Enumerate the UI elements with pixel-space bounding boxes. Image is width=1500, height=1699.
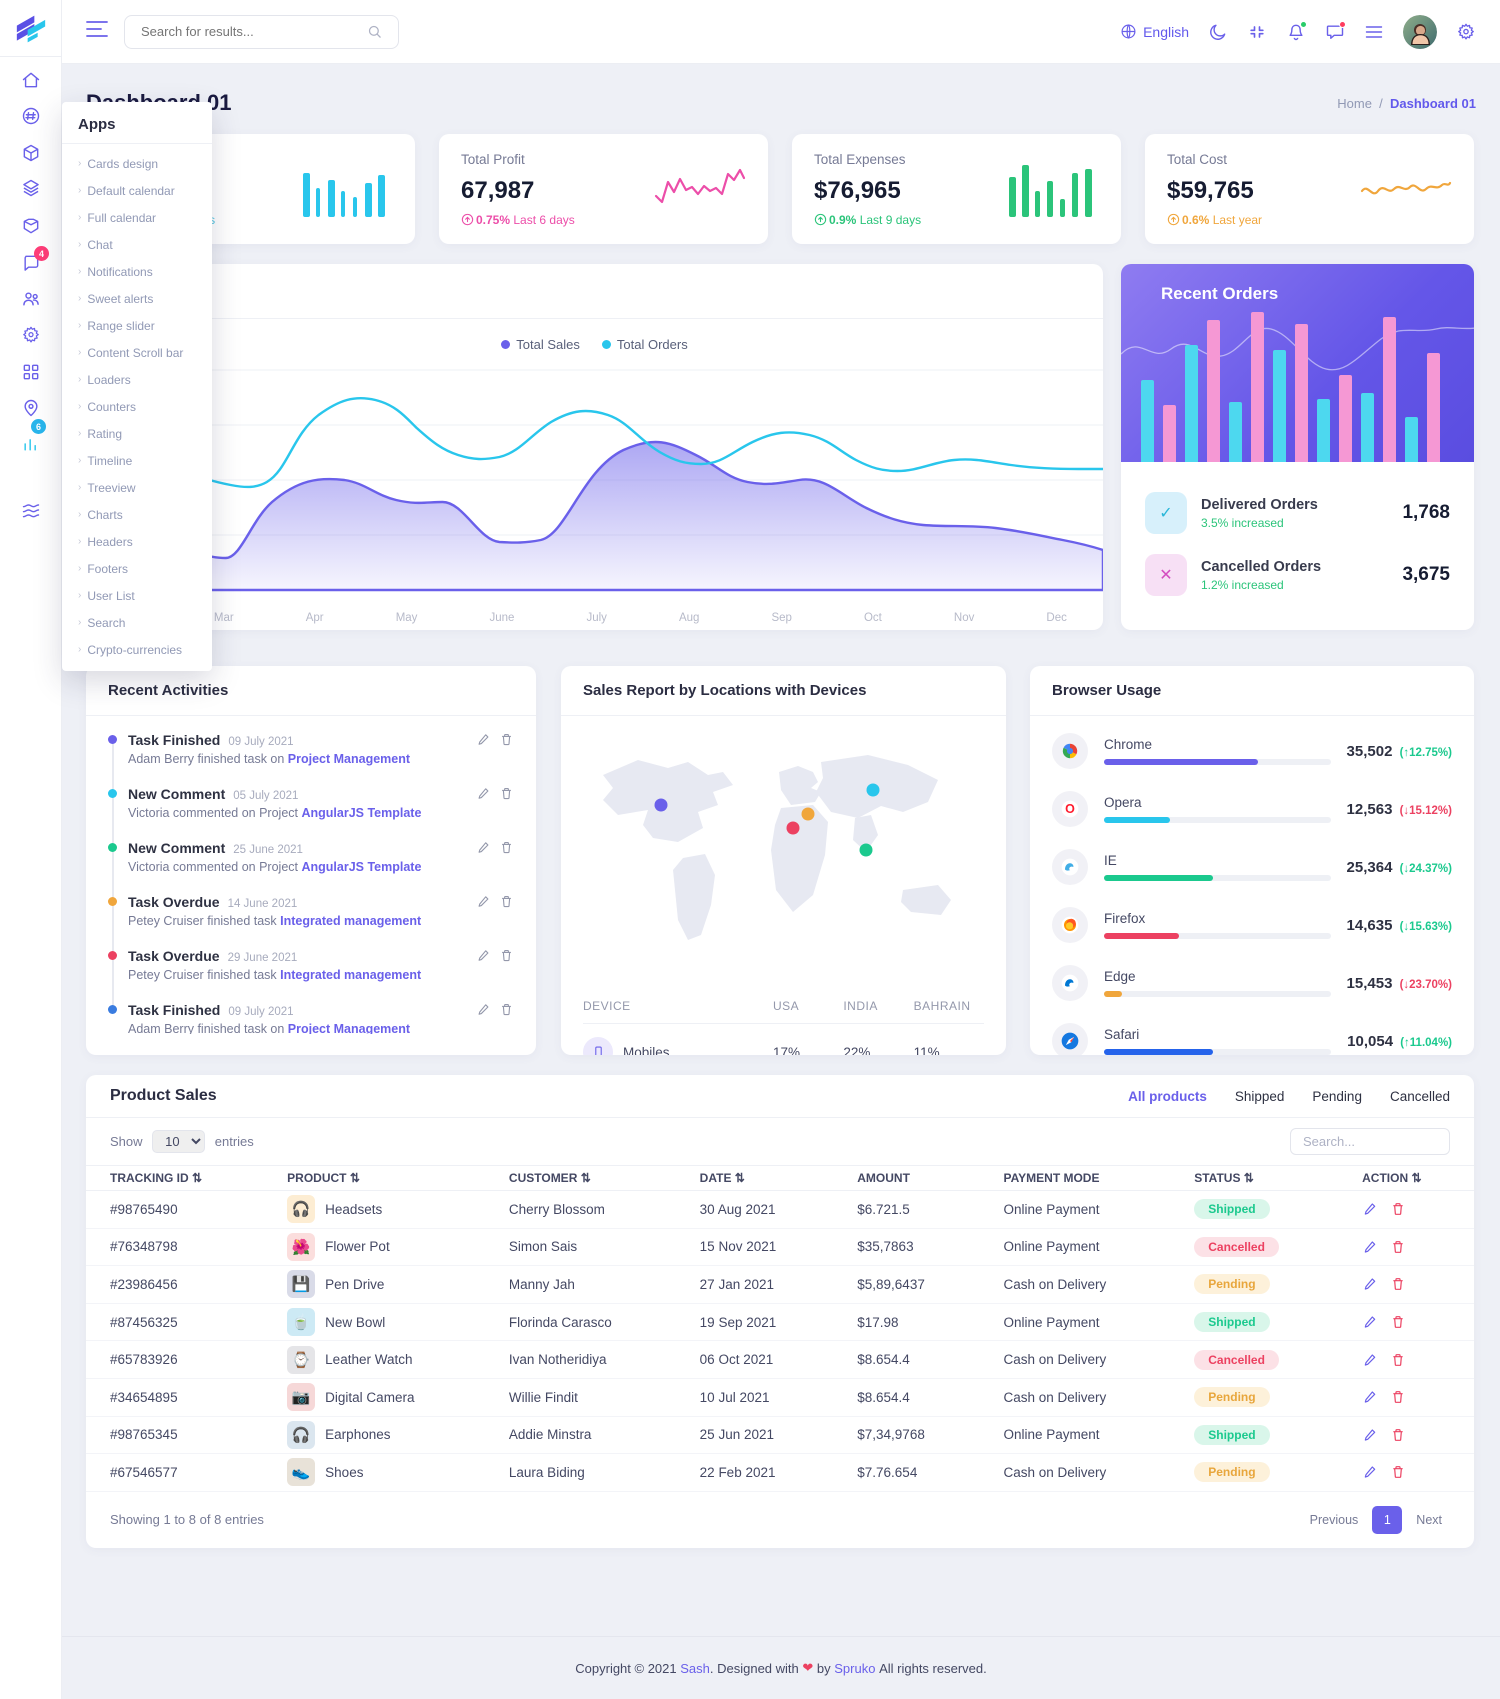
svg-text:O: O [1065, 802, 1075, 816]
